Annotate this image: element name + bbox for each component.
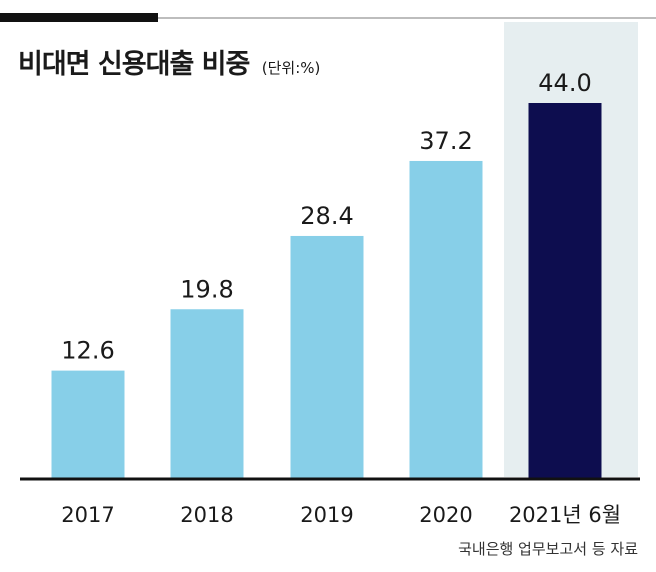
bar-2020 (409, 160, 483, 479)
category-label-2017: 2017 (61, 503, 114, 527)
top-accent-bar (0, 13, 158, 22)
value-label-2019: 28.4 (300, 202, 353, 230)
bar-2017 (51, 370, 125, 478)
source-note: 국내은행 업무보고서 등 자료 (458, 540, 638, 558)
bar-2021년 6월 (528, 103, 602, 478)
chart-title-text: 비대면 신용대출 비중 (18, 49, 250, 80)
bar-2019 (290, 235, 364, 478)
value-label-2018: 19.8 (180, 275, 233, 303)
chart-title: 비대면 신용대출 비중 (단위:%) (18, 42, 320, 81)
top-rule-line (158, 17, 656, 19)
value-label-2017: 12.6 (61, 337, 114, 365)
category-label-2021년 6월: 2021년 6월 (509, 503, 621, 527)
category-label-2018: 2018 (180, 503, 233, 527)
chart-unit: (단위:%) (261, 59, 321, 77)
bar-2018 (170, 309, 244, 478)
value-label-2021년 6월: 44.0 (538, 69, 591, 97)
category-label-2019: 2019 (300, 503, 353, 527)
category-label-2020: 2020 (419, 503, 472, 527)
value-label-2020: 37.2 (419, 127, 472, 155)
